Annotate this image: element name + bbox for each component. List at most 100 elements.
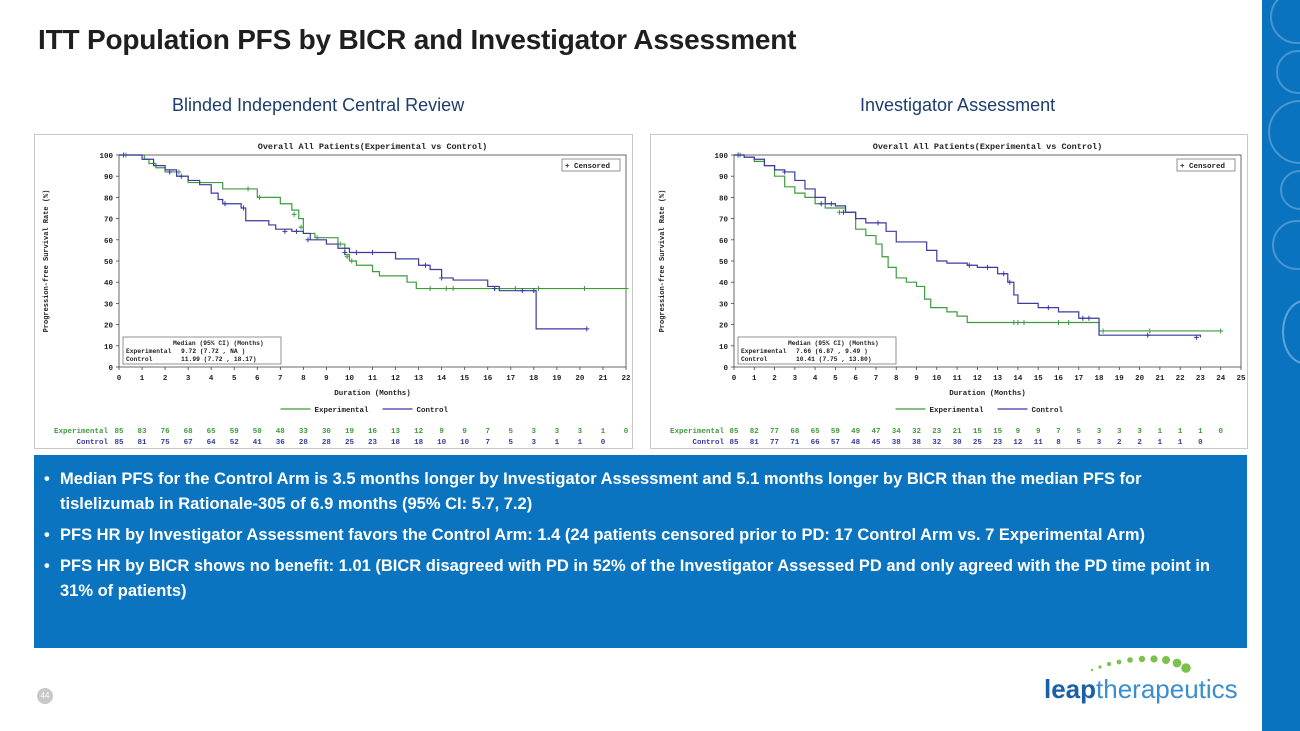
- censored-legend: + Censored: [565, 163, 610, 171]
- at-risk-value-control: 77: [770, 439, 779, 447]
- at-risk-value-control: 71: [790, 439, 800, 447]
- x-tick-label: 18: [1095, 375, 1105, 383]
- at-risk-value-experimental: 9: [439, 428, 444, 436]
- censor-mark-experimental: [1015, 319, 1021, 325]
- censor-mark-control: [828, 201, 834, 207]
- x-tick-label: 19: [552, 375, 562, 383]
- censor-mark-control: [121, 152, 127, 158]
- at-risk-value-experimental: 68: [184, 428, 194, 436]
- censor-mark-experimental: [427, 286, 433, 292]
- x-tick-label: 18: [529, 375, 539, 383]
- x-tick-label: 8: [301, 375, 306, 383]
- y-tick-label: 80: [104, 195, 114, 203]
- censor-mark-control: [1193, 334, 1199, 340]
- at-risk-value-control: 12: [1013, 439, 1023, 447]
- censor-mark-control: [1086, 315, 1092, 321]
- x-tick-label: 4: [813, 375, 818, 383]
- x-tick-label: 9: [324, 375, 329, 383]
- x-tick-label: 15: [1034, 375, 1044, 383]
- at-risk-value-experimental: 5: [1077, 428, 1082, 436]
- median-row-label: Control: [741, 356, 768, 363]
- censor-mark-experimental: [245, 186, 251, 192]
- median-table-box: [737, 336, 897, 365]
- x-tick-label: 11: [368, 375, 378, 383]
- at-risk-value-control: 23: [368, 439, 378, 447]
- x-tick-label: 3: [793, 375, 798, 383]
- censored-legend: + Censored: [1180, 163, 1225, 171]
- median-table-box: [122, 336, 282, 365]
- x-tick-label: 0: [732, 375, 737, 383]
- censor-mark-control: [1145, 332, 1151, 338]
- y-tick-label: 80: [719, 195, 729, 203]
- at-risk-value-control: 30: [953, 439, 963, 447]
- y-tick-label: 0: [108, 365, 113, 373]
- censor-mark-experimental: [1055, 319, 1061, 325]
- bicr-chart-subtitle: Blinded Independent Central Review: [172, 95, 465, 115]
- x-tick-label: 4: [209, 375, 214, 383]
- at-risk-value-control: 81: [750, 439, 760, 447]
- x-tick-label: 5: [232, 375, 237, 383]
- at-risk-value-control: 38: [912, 439, 922, 447]
- censor-mark-experimental: [582, 286, 588, 292]
- x-tick-label: 10: [932, 375, 942, 383]
- at-risk-value-experimental: 21: [953, 428, 963, 436]
- x-tick-label: 7: [278, 375, 283, 383]
- at-risk-value-experimental: 5: [509, 428, 514, 436]
- censor-mark-experimental: [1066, 319, 1072, 325]
- x-tick-label: 6: [255, 375, 260, 383]
- x-tick-label: 14: [1013, 375, 1023, 383]
- logo-part2: therapeutics: [1096, 674, 1238, 704]
- at-risk-value-experimental: 83: [138, 428, 148, 436]
- at-risk-value-experimental: 9: [1036, 428, 1041, 436]
- at-risk-value-experimental: 19: [345, 428, 355, 436]
- censor-mark-experimental: [450, 286, 456, 292]
- at-risk-value-control: 11: [1034, 439, 1044, 447]
- x-tick-label: 1: [140, 375, 145, 383]
- at-risk-value-experimental: 3: [555, 428, 560, 436]
- x-tick-label: 25: [1236, 375, 1246, 383]
- at-risk-value-control: 36: [276, 439, 286, 447]
- bicr-km-svg: Overall All Patients(Experimental vs Con…: [43, 142, 631, 447]
- at-risk-value-experimental: 59: [230, 428, 240, 436]
- y-tick-label: 60: [719, 238, 729, 246]
- x-tick-label: 11: [953, 375, 963, 383]
- at-risk-value-experimental: 15: [993, 428, 1003, 436]
- censor-mark-experimental: [1147, 328, 1153, 334]
- median-table-header: Median (95% CI) (Months): [788, 340, 879, 347]
- at-risk-value-experimental: 65: [207, 428, 217, 436]
- at-risk-value-experimental: 77: [770, 428, 779, 436]
- at-risk-value-experimental: 12: [414, 428, 424, 436]
- median-row-label: Experimental: [741, 348, 787, 355]
- at-risk-value-experimental: 49: [851, 428, 861, 436]
- censored-legend-box: [1176, 158, 1236, 172]
- at-risk-value-control: 66: [811, 439, 821, 447]
- at-risk-value-experimental: 59: [831, 428, 841, 436]
- censor-mark-experimental: [349, 258, 355, 264]
- at-risk-value-experimental: 85: [114, 428, 124, 436]
- at-risk-value-experimental: 47: [871, 428, 880, 436]
- at-risk-value-control: 25: [345, 439, 355, 447]
- censor-mark-control: [178, 173, 184, 179]
- x-tick-label: 7: [874, 375, 879, 383]
- censor-mark-control: [735, 152, 741, 158]
- x-tick-label: 9: [914, 375, 919, 383]
- median-row-value: 9.72 (7.72 , NA ): [181, 348, 245, 355]
- censor-mark-control: [875, 220, 881, 226]
- y-tick-label: 20: [719, 323, 729, 331]
- logo-part1: leap: [1044, 674, 1097, 704]
- censor-mark-control: [818, 201, 824, 207]
- y-tick-label: 90: [104, 174, 114, 182]
- at-risk-label-experimental: Experimental: [670, 428, 725, 436]
- at-risk-value-control: 75: [161, 439, 171, 447]
- at-risk-value-control: 1: [1158, 439, 1163, 447]
- censor-mark-control: [1007, 279, 1013, 285]
- legend-label-control: Control: [417, 407, 449, 415]
- x-tick-label: 2: [163, 375, 168, 383]
- x-tick-label: 17: [506, 375, 515, 383]
- x-tick-label: 21: [1155, 375, 1165, 383]
- at-risk-value-control: 0: [1198, 439, 1203, 447]
- x-tick-label: 17: [1074, 375, 1083, 383]
- at-risk-value-experimental: 68: [790, 428, 800, 436]
- x-tick-label: 12: [973, 375, 983, 383]
- km-line-control: [734, 154, 1202, 338]
